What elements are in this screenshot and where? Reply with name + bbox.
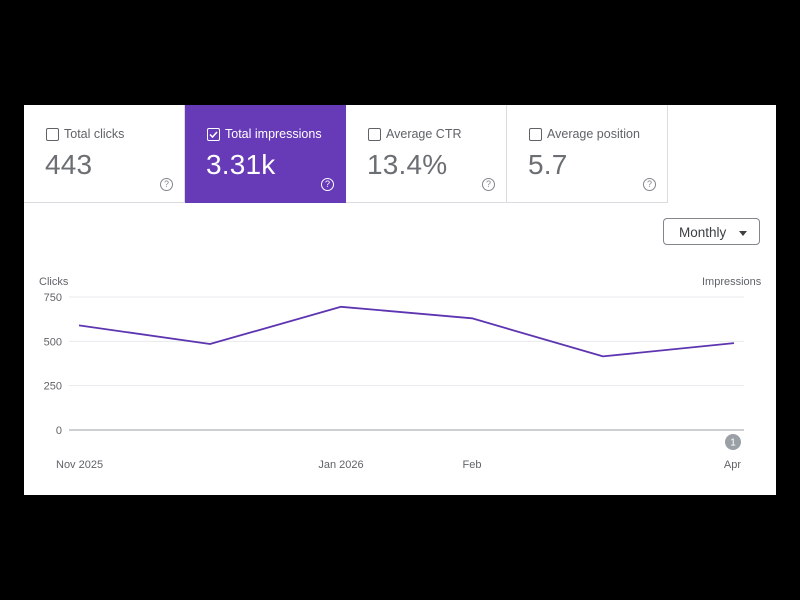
checkbox-average-ctr[interactable]: [368, 128, 381, 141]
y-tick-label: 750: [44, 292, 62, 304]
y-tick-label: 250: [44, 381, 62, 393]
metric-card-average-position[interactable]: Average position 5.7 ?: [507, 105, 668, 203]
metric-value: 443: [45, 149, 93, 180]
metric-card-total-impressions[interactable]: Total impressions 3.31k ?: [185, 105, 346, 203]
metric-label: Average CTR: [386, 127, 462, 141]
checkbox-total-impressions[interactable]: [207, 128, 220, 141]
metric-cards: Total clicks 443 ? Total impressions 3.3…: [24, 105, 668, 203]
metric-label: Total clicks: [64, 127, 125, 141]
right-axis-label: Impressions: [702, 276, 762, 288]
metric-label: Average position: [547, 127, 640, 141]
performance-chart: 0 250 500 750 Nov 2025 Jan 2026 Feb Apr 1: [44, 292, 744, 471]
period-dropdown-label: Monthly: [679, 225, 727, 240]
annotation-marker[interactable]: 1: [725, 434, 741, 450]
y-tick-label: 500: [44, 336, 62, 348]
x-tick-label: Jan 2026: [318, 459, 363, 471]
performance-panel: Total clicks 443 ? Total impressions 3.3…: [24, 105, 776, 495]
left-axis-label: Clicks: [39, 276, 69, 288]
x-tick-label: Nov 2025: [56, 459, 103, 471]
x-tick-label: Apr: [724, 459, 741, 471]
metric-card-average-ctr[interactable]: Average CTR 13.4% ?: [346, 105, 507, 203]
metric-value: 13.4%: [367, 149, 448, 180]
help-icon[interactable]: ?: [482, 178, 495, 191]
metric-label: Total impressions: [225, 127, 322, 141]
checkbox-average-position[interactable]: [529, 128, 542, 141]
x-tick-label: Feb: [463, 459, 482, 471]
annotation-badge-label: 1: [730, 438, 736, 449]
caret-down-icon: [739, 231, 747, 236]
metric-card-total-clicks[interactable]: Total clicks 443 ?: [24, 105, 185, 203]
help-icon[interactable]: ?: [321, 178, 334, 191]
checkbox-total-clicks[interactable]: [46, 128, 59, 141]
help-icon[interactable]: ?: [160, 178, 173, 191]
metric-value: 3.31k: [206, 149, 276, 180]
period-dropdown[interactable]: Monthly: [663, 218, 760, 245]
metric-value: 5.7: [528, 149, 568, 180]
annotation-badge[interactable]: [725, 434, 741, 450]
y-tick-label: 0: [56, 425, 62, 437]
help-icon[interactable]: ?: [643, 178, 656, 191]
checkmark-icon: [209, 131, 218, 139]
series-line: [78, 305, 735, 358]
